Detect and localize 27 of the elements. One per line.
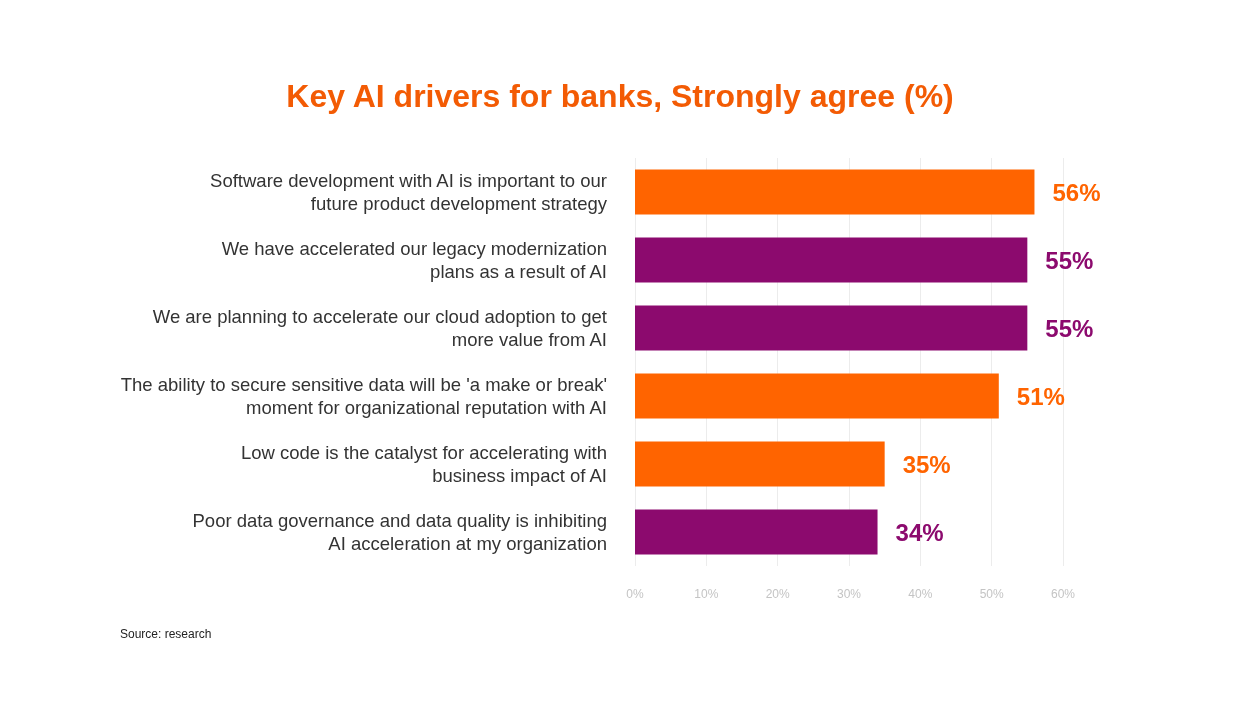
y-tick-label: Low code is the catalyst for accelerating with business impact of AI (240, 442, 607, 486)
source-note: Source: research (120, 627, 212, 641)
x-tick-label: 30% (836, 587, 862, 601)
data-label: 51% (1016, 382, 1065, 410)
data-label: 34% (895, 518, 944, 546)
x-tick-label: 60% (1050, 587, 1076, 601)
y-tick-label: We have accelerated our legacy modernization plans as a result of AI (221, 238, 607, 282)
y-tick-label: The ability to secure sensitive data will be 'a make or break' moment for organizational reputation with AI (120, 374, 607, 418)
chart-title: Key AI drivers for banks, Strongly agree (%) (286, 78, 954, 114)
x-tick-label: 40% (908, 587, 933, 601)
bar (635, 305, 1028, 351)
bar (635, 441, 885, 487)
x-tick-label: 50% (979, 587, 1004, 601)
x-tick-label: 20% (765, 587, 790, 601)
data-label: 55% (1045, 314, 1094, 342)
y-tick-label: Software development with AI is important to our future product development strategy (210, 170, 608, 214)
bar (635, 373, 999, 419)
bar (635, 169, 1035, 215)
x-tick-label: 10% (694, 587, 719, 601)
data-label: 55% (1045, 246, 1094, 274)
y-tick-label: We are planning to accelerate our cloud adoption to get more value from AI (152, 306, 607, 350)
x-tick-label: 0% (626, 587, 644, 601)
data-label: 56% (1052, 178, 1101, 206)
bar (635, 509, 878, 555)
y-tick-label: Poor data governance and data quality is inhibiting AI acceleration at my organization (192, 510, 607, 554)
bar (635, 237, 1028, 283)
data-label: 35% (902, 450, 951, 478)
